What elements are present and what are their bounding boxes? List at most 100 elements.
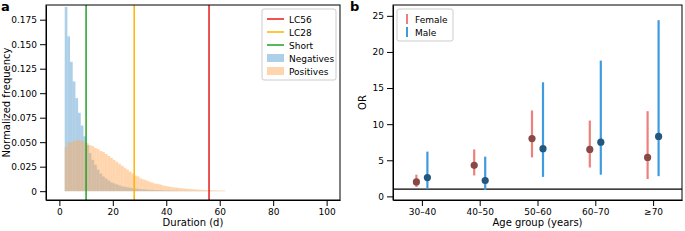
histogram-bar <box>180 188 183 191</box>
plot-area <box>65 5 225 200</box>
legend-symbol <box>267 18 284 20</box>
histogram-bar <box>78 113 81 191</box>
x-tick: ≥70 <box>644 200 663 217</box>
y-tick-label: 15 <box>373 83 384 93</box>
panel-label: a <box>1 0 10 14</box>
histogram-bar <box>222 191 225 192</box>
histogram-bar <box>172 187 175 191</box>
y-tick-label: 0.075 <box>11 113 37 123</box>
legend-box <box>262 9 336 80</box>
series <box>413 110 651 187</box>
histogram-bar <box>166 186 169 191</box>
error-bar <box>600 61 602 175</box>
panel-label: b <box>350 0 359 14</box>
y-tick-label: 0.175 <box>11 15 37 25</box>
x-tick-label: ≥70 <box>644 207 663 217</box>
y-tick-label: 0 <box>31 187 37 197</box>
legend-symbol <box>267 54 284 62</box>
histogram-bar <box>99 151 102 191</box>
histogram-bar <box>196 190 199 191</box>
histogram-bar <box>121 166 124 191</box>
histogram-bar <box>110 158 113 191</box>
plot-frame <box>46 5 340 200</box>
histogram-bar <box>70 142 73 191</box>
legend-label: Short <box>289 41 314 51</box>
point <box>413 178 420 185</box>
histogram-bar <box>158 184 161 191</box>
plot-area <box>393 20 682 190</box>
error-bar <box>589 121 591 168</box>
error-bar <box>484 157 486 190</box>
histogram-bar <box>190 189 193 191</box>
reference-line <box>393 189 682 190</box>
y-tick-label: 0 <box>378 192 384 202</box>
legend-label: Female <box>415 15 448 25</box>
y-tick: 5 <box>378 156 393 166</box>
y-tick-mark <box>387 52 393 53</box>
x-axis-title: Duration (d) <box>163 217 224 228</box>
histogram-bar <box>204 190 207 191</box>
histogram-bar <box>129 172 132 192</box>
histogram-bar <box>217 191 220 192</box>
histogram-bar <box>75 140 78 191</box>
x-tick-label: 50–60 <box>524 207 552 217</box>
x-tick: 30–40 <box>409 200 437 217</box>
histogram-bar <box>73 141 76 191</box>
histogram-bar <box>214 191 217 192</box>
point <box>482 177 489 184</box>
y-axis-title: OR <box>357 95 368 110</box>
histogram-bar <box>198 190 201 191</box>
point <box>586 146 593 153</box>
x-tick: 50–60 <box>524 200 552 217</box>
histogram-bar <box>70 62 73 191</box>
histogram-bar <box>204 190 207 191</box>
histogram-bar <box>220 191 223 192</box>
y-tick: 0.125 <box>11 64 46 74</box>
x-tick-mark <box>113 200 114 206</box>
x-tick: 0 <box>57 200 63 217</box>
y-tick-mark <box>387 88 393 89</box>
error-bar <box>657 20 659 176</box>
y-tick: 0.175 <box>11 15 46 25</box>
x-tick: 60 <box>215 200 227 217</box>
legend-label: LC28 <box>289 28 312 38</box>
point <box>597 139 604 146</box>
legend-symbol <box>406 27 408 37</box>
y-tick: 0.050 <box>11 138 46 148</box>
x-tick: 100 <box>319 200 336 217</box>
x-tick-mark <box>595 200 596 206</box>
vertical-line <box>85 5 87 200</box>
y-tick: 15 <box>373 83 393 93</box>
histogram-bar <box>73 81 76 191</box>
histogram-bar <box>78 140 81 191</box>
error-bar <box>542 82 544 177</box>
x-tick-label: 40 <box>161 207 173 217</box>
y-tick: 10 <box>373 120 393 130</box>
legend-symbol <box>267 67 284 75</box>
histogram-bar <box>107 156 110 191</box>
x-axis: 020406080100 <box>47 200 341 217</box>
x-tick: 60–70 <box>582 200 610 217</box>
histogram-bar <box>102 152 105 191</box>
histogram-bar <box>142 179 145 191</box>
histogram-bar <box>65 7 68 191</box>
histogram-bar <box>150 182 153 191</box>
error-bar <box>646 111 648 179</box>
y-tick-mark <box>387 16 393 17</box>
y-tick-mark <box>40 93 46 94</box>
histogram-bar <box>94 148 97 191</box>
histogram-bar <box>115 162 118 191</box>
panel-a: 00.0250.0500.0750.1000.1250.1500.1750204… <box>1 0 341 228</box>
x-tick: 40–50 <box>466 200 494 217</box>
x-axis-title: Age group (years) <box>492 217 582 228</box>
y-tick-mark <box>40 20 46 21</box>
histogram-bar <box>201 190 204 191</box>
x-tick-mark <box>166 200 167 206</box>
x-tick-label: 20 <box>108 207 120 217</box>
y-tick: 0.100 <box>11 89 46 99</box>
x-axis: 30–40 40–50 50–60 60–70 ≥70 <box>394 200 683 217</box>
histogram-bar <box>156 184 159 191</box>
legend-box <box>397 9 453 41</box>
y-tick-label: 0.050 <box>11 138 37 148</box>
plot-frame <box>393 5 682 200</box>
